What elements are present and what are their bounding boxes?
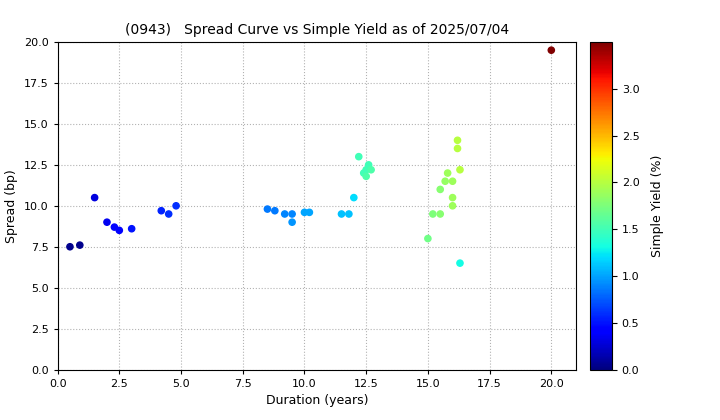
Point	[353, 153, 364, 160]
Point	[358, 170, 369, 176]
Point	[447, 202, 459, 209]
Point	[427, 210, 438, 217]
Point	[109, 224, 120, 231]
Point	[546, 47, 557, 53]
Point	[343, 210, 355, 217]
Point	[269, 207, 281, 214]
Point	[451, 137, 463, 144]
Point	[89, 194, 100, 201]
Point	[261, 206, 273, 213]
Y-axis label: Spread (bp): Spread (bp)	[5, 169, 18, 243]
Point	[299, 209, 310, 216]
Point	[439, 178, 451, 184]
Point	[434, 210, 446, 217]
Point	[447, 178, 459, 184]
Point	[454, 166, 466, 173]
Point	[361, 173, 372, 180]
Point	[102, 219, 113, 226]
Point	[434, 186, 446, 193]
Point	[422, 235, 433, 242]
Point	[163, 210, 174, 217]
Point	[363, 161, 374, 168]
Point	[156, 207, 167, 214]
Point	[361, 166, 372, 173]
Point	[171, 202, 182, 209]
Point	[64, 243, 76, 250]
Point	[442, 170, 454, 176]
Point	[74, 242, 86, 249]
Point	[287, 210, 298, 217]
Point	[126, 226, 138, 232]
Point	[279, 210, 290, 217]
X-axis label: Duration (years): Duration (years)	[266, 394, 368, 407]
Point	[114, 227, 125, 234]
Point	[447, 194, 459, 201]
Point	[336, 210, 347, 217]
Point	[304, 209, 315, 216]
Point	[451, 145, 463, 152]
Point	[287, 219, 298, 226]
Point	[454, 260, 466, 266]
Point	[365, 166, 377, 173]
Title: (0943)   Spread Curve vs Simple Yield as of 2025/07/04: (0943) Spread Curve vs Simple Yield as o…	[125, 23, 509, 37]
Y-axis label: Simple Yield (%): Simple Yield (%)	[651, 155, 664, 257]
Point	[348, 194, 359, 201]
